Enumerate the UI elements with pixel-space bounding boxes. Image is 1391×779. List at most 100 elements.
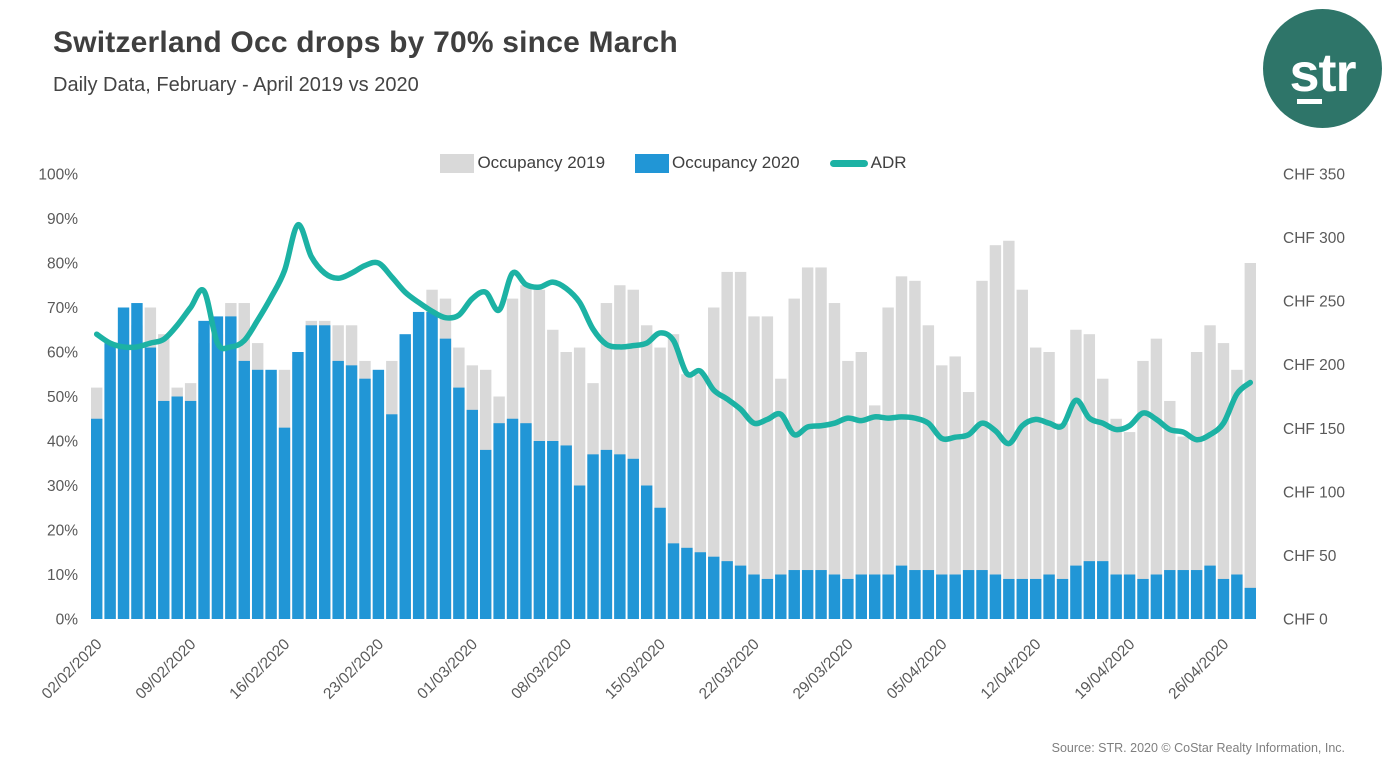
str-logo-underline bbox=[1297, 99, 1322, 104]
bar-occupancy-2020 bbox=[761, 578, 774, 619]
bar-occupancy-2019 bbox=[895, 276, 908, 619]
bar-occupancy-2020 bbox=[1177, 570, 1189, 619]
bar-occupancy-2019 bbox=[1177, 436, 1189, 619]
y-axis-right-tick: CHF 100 bbox=[1283, 484, 1345, 501]
bar-occupancy-2019 bbox=[855, 352, 867, 619]
bar-occupancy-2019 bbox=[775, 378, 787, 619]
bar-occupancy-2020 bbox=[466, 409, 478, 619]
bar-occupancy-2019 bbox=[909, 280, 921, 619]
bar-occupancy-2019 bbox=[1029, 347, 1042, 619]
bar-occupancy-2020 bbox=[412, 311, 425, 619]
bar-occupancy-2019 bbox=[573, 347, 586, 619]
legend-swatch-occupancy-2020 bbox=[635, 153, 670, 173]
bar-occupancy-2020 bbox=[211, 316, 224, 619]
bar-occupancy-2020 bbox=[225, 316, 237, 619]
legend-swatch-adr-line bbox=[829, 159, 868, 167]
bar-occupancy-2020 bbox=[748, 574, 760, 619]
bar-occupancy-2019 bbox=[614, 285, 626, 619]
legend-item-occupancy-2020: Occupancy 2020 bbox=[635, 153, 800, 173]
bar-occupancy-2020 bbox=[131, 303, 143, 619]
bar-occupancy-2019 bbox=[828, 303, 841, 619]
bar-occupancy-2020 bbox=[560, 445, 572, 619]
bar-occupancy-2019 bbox=[1137, 360, 1149, 619]
bar-occupancy-2020 bbox=[305, 325, 318, 619]
y-axis-left-tick: 80% bbox=[47, 256, 78, 273]
bar-occupancy-2020 bbox=[144, 347, 157, 619]
bar-occupancy-2019 bbox=[1150, 338, 1163, 619]
bar-occupancy-2020 bbox=[319, 325, 331, 619]
bar-occupancy-2019 bbox=[882, 307, 894, 619]
bar-occupancy-2019 bbox=[654, 347, 666, 619]
bar-occupancy-2020 bbox=[345, 365, 358, 619]
bar-occupancy-2020 bbox=[640, 485, 653, 619]
bar-occupancy-2020 bbox=[815, 570, 827, 619]
bar-occupancy-2019 bbox=[962, 392, 975, 619]
bar-occupancy-2020 bbox=[238, 360, 250, 619]
bar-occupancy-2020 bbox=[104, 343, 116, 619]
x-axis-tick: 16/02/2020 bbox=[226, 636, 293, 703]
x-axis-tick: 29/03/2020 bbox=[790, 636, 857, 703]
bar-occupancy-2020 bbox=[117, 307, 130, 619]
y-axis-right-tick: CHF 300 bbox=[1283, 230, 1345, 247]
adr-line bbox=[93, 222, 1254, 447]
bar-occupancy-2019 bbox=[1043, 352, 1055, 619]
x-axis-tick: 05/04/2020 bbox=[884, 636, 951, 703]
bar-occupancy-2020 bbox=[171, 396, 183, 619]
y-axis-left-tick: 30% bbox=[47, 478, 78, 495]
bar-occupancy-2020 bbox=[694, 552, 707, 619]
y-axis-right-tick: CHF 200 bbox=[1283, 357, 1345, 374]
bar-occupancy-2019 bbox=[842, 360, 854, 619]
bar-occupancy-2019 bbox=[801, 267, 814, 619]
bar-occupancy-2020 bbox=[614, 454, 626, 619]
x-axis-tick: 08/03/2020 bbox=[508, 636, 575, 703]
bar-occupancy-2019 bbox=[708, 307, 720, 619]
bar-occupancy-2020 bbox=[158, 400, 170, 619]
x-axis-tick: 26/04/2020 bbox=[1165, 636, 1232, 703]
bar-occupancy-2019 bbox=[788, 298, 800, 619]
legend-item-occupancy-2019: Occupancy 2019 bbox=[440, 153, 605, 173]
bar-occupancy-2020 bbox=[1097, 561, 1109, 619]
bar-occupancy-2019 bbox=[1070, 329, 1082, 619]
bar-occupancy-2020 bbox=[1231, 574, 1243, 619]
bar-occupancy-2019 bbox=[1097, 378, 1109, 619]
bar-occupancy-2019 bbox=[1123, 432, 1136, 619]
bar-occupancy-2020 bbox=[493, 423, 505, 619]
bar-occupancy-2019 bbox=[1190, 352, 1203, 619]
bar-occupancy-2020 bbox=[922, 570, 935, 619]
bar-occupancy-2020 bbox=[332, 360, 344, 619]
bar-occupancy-2020 bbox=[1123, 574, 1136, 619]
bar-occupancy-2019 bbox=[1231, 369, 1243, 619]
bar-occupancy-2020 bbox=[1110, 574, 1122, 619]
y-axis-left-tick: 70% bbox=[47, 300, 78, 317]
bar-occupancy-2020 bbox=[869, 574, 881, 619]
x-axis-tick: 09/02/2020 bbox=[133, 636, 200, 703]
bar-occupancy-2019 bbox=[627, 289, 639, 619]
bar-occupancy-2020 bbox=[949, 574, 961, 619]
bar-occupancy-2019 bbox=[869, 405, 881, 619]
x-axis-tick: 22/03/2020 bbox=[696, 636, 763, 703]
bar-occupancy-2019 bbox=[694, 374, 707, 619]
y-axis-right-tick: CHF 0 bbox=[1283, 612, 1328, 629]
page-title: Switzerland Occ drops by 70% since March bbox=[53, 26, 678, 59]
bar-occupancy-2020 bbox=[1137, 578, 1149, 619]
bar-occupancy-2020 bbox=[506, 418, 519, 619]
bar-occupancy-2019 bbox=[1244, 263, 1256, 619]
bar-occupancy-2019 bbox=[681, 374, 693, 619]
bar-occupancy-2020 bbox=[265, 369, 277, 619]
y-axis-left-tick: 10% bbox=[47, 567, 78, 584]
bar-occupancy-2020 bbox=[1083, 561, 1096, 619]
bar-occupancy-2020 bbox=[882, 574, 894, 619]
bar-occupancy-2020 bbox=[386, 414, 398, 619]
bar-occupancy-2019 bbox=[976, 280, 988, 619]
bar-occupancy-2019 bbox=[1083, 334, 1096, 619]
chart-header: Switzerland Occ drops by 70% since March… bbox=[53, 26, 678, 97]
bar-occupancy-2019 bbox=[761, 316, 774, 619]
bar-occupancy-2020 bbox=[1043, 574, 1055, 619]
bar-occupancy-2020 bbox=[453, 387, 465, 619]
bar-occupancy-2020 bbox=[1003, 578, 1015, 619]
y-axis-left-tick: 90% bbox=[47, 211, 78, 228]
bar-occupancy-2020 bbox=[627, 458, 639, 619]
bar-occupancy-2020 bbox=[708, 556, 720, 619]
bar-occupancy-2020 bbox=[547, 441, 559, 619]
bar-occupancy-2020 bbox=[1150, 574, 1163, 619]
